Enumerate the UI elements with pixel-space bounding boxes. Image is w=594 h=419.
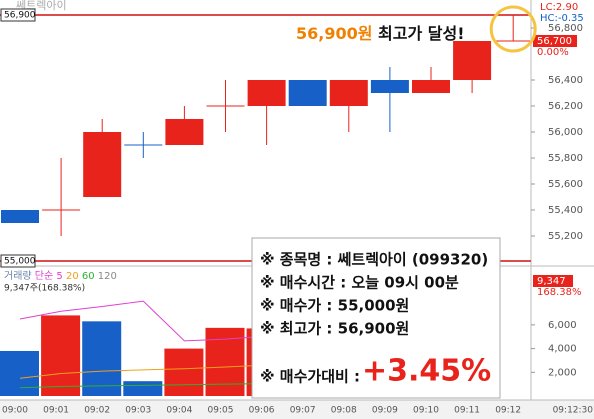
candle-body <box>453 41 492 80</box>
last-price-box <box>533 35 577 47</box>
candle-body <box>329 80 368 106</box>
y-tick-label: 56,000 <box>548 127 583 138</box>
ma-line <box>19 300 267 342</box>
volume-ratio: 168.38% <box>537 287 582 298</box>
x-tick-label: 09:00 <box>2 406 28 416</box>
x-tick-label: 09:04 <box>166 406 192 416</box>
annotation: 56,900원 최고가 달성! <box>296 24 465 43</box>
volume-bar <box>0 350 39 396</box>
y-tick-label: 4,000 <box>548 344 577 355</box>
y-tick-label: 2,000 <box>548 367 577 378</box>
x-tick-label: 09:10 <box>413 406 439 416</box>
y-tick-label: 55,400 <box>548 205 583 216</box>
reference-label-box <box>0 8 36 22</box>
candle-body <box>288 80 327 106</box>
x-tick-label: 09:05 <box>208 406 234 416</box>
y-tick-label: 56,200 <box>548 101 583 112</box>
legend-entry: 120 <box>98 271 117 282</box>
x-tick-label: 09:08 <box>331 406 357 416</box>
y-tick-label: 55,800 <box>548 153 583 164</box>
candle-body <box>370 80 409 93</box>
volume-bar <box>123 381 163 396</box>
ma-line <box>19 383 267 389</box>
volume-bar <box>164 348 204 396</box>
y-tick-label: 55,200 <box>548 231 583 242</box>
legend-entry: 5 <box>56 271 62 282</box>
annotation-price: 56,900원 <box>296 24 372 43</box>
volume-bar <box>82 321 122 396</box>
info-highlight-value: +3.45% <box>362 354 491 389</box>
info-highlight-label: ※ 매수가대비 : <box>260 368 360 386</box>
x-tick-label: 09:07 <box>290 406 316 416</box>
candle-body <box>1 210 39 223</box>
info-row: ※ 매수시간 : 오늘 09시 00분 <box>260 274 459 292</box>
reference-label-box <box>0 254 36 268</box>
last-volume-box <box>533 275 573 287</box>
volume-legend: 거래량 단순 5 20 60 120 <box>4 270 117 282</box>
y-tick-label: 55,600 <box>548 179 583 190</box>
info-row: ※ 최고가 : 56,900원 <box>260 320 409 338</box>
volume-title: 거래량 <box>4 270 32 282</box>
candle-body <box>412 80 450 93</box>
change-label: 0.00% <box>537 47 569 58</box>
last-price: 56,700 <box>537 36 572 47</box>
x-tick-label: 09:03 <box>125 406 151 416</box>
info-row: ※ 매수가 : 55,000원 <box>260 297 409 315</box>
annotation-text: 최고가 달성! <box>378 24 464 43</box>
time-axis-band <box>0 400 594 419</box>
y-tick-label: 6,000 <box>548 320 577 331</box>
x-tick-label: 09:06 <box>249 406 275 416</box>
candle-body <box>83 132 122 197</box>
x-tick-label: 09:12 <box>495 406 521 416</box>
current-volume: 9,347주(168.38%) <box>4 283 85 294</box>
legend-entry: 20 <box>66 271 79 282</box>
candle-body <box>247 80 286 106</box>
lc-label: LC:2.90 <box>540 2 578 13</box>
info-row: ※ 종목명 : 쎄트렉아이 (099320) <box>260 251 488 269</box>
info-box <box>251 237 501 399</box>
reference-label: 55,000 <box>4 257 36 267</box>
x-tick-label: 09:09 <box>372 406 398 416</box>
x-tick-label: 09:11 <box>454 406 480 416</box>
hc-label: HC:-0.35 <box>540 13 584 24</box>
y-tick-label: 56,800 <box>548 23 583 34</box>
x-tick-label: 09:02 <box>84 406 110 416</box>
candle-body <box>165 119 204 145</box>
x-end-label: 09:12:30 <box>553 406 594 416</box>
x-tick-label: 09:01 <box>43 406 69 416</box>
volume-bar <box>41 315 81 396</box>
last-volume: 9,347 <box>537 276 566 287</box>
ma-line <box>19 364 267 379</box>
y-tick-label: 56,400 <box>548 75 583 86</box>
ma-label: 단순 <box>35 270 53 282</box>
legend-entry: 60 <box>82 271 95 282</box>
highlight-circle <box>489 5 537 53</box>
reference-label: 56,900 <box>4 11 36 21</box>
